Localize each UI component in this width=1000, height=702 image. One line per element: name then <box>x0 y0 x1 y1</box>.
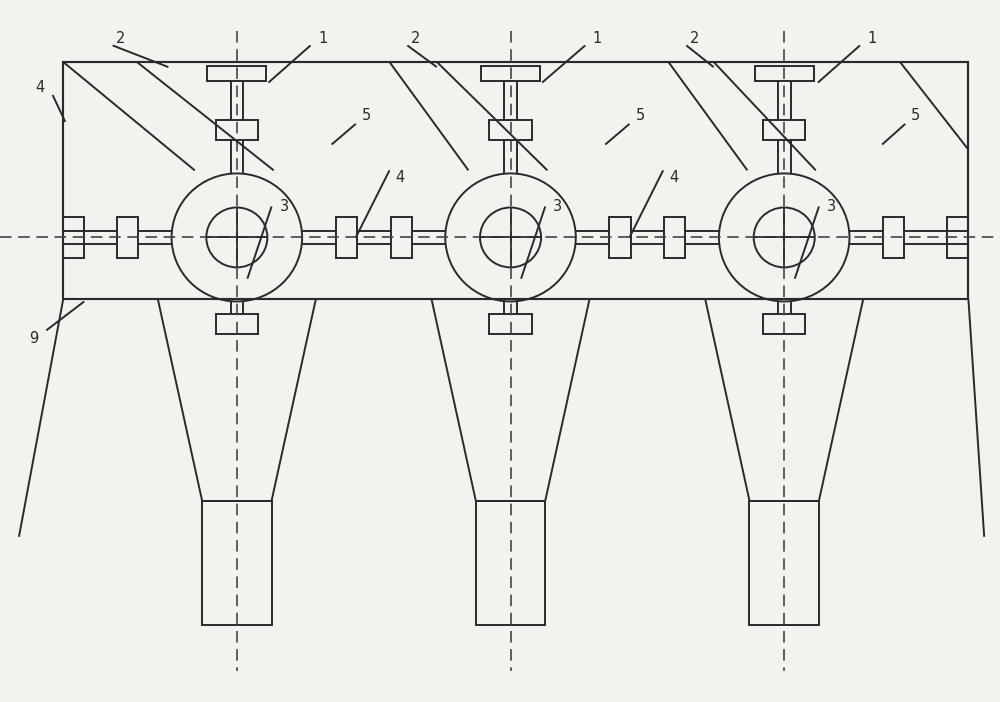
Text: 1: 1 <box>592 31 601 46</box>
Bar <box>489 314 532 334</box>
Bar <box>749 501 819 625</box>
Text: 4: 4 <box>35 80 45 95</box>
Bar <box>63 217 84 258</box>
Bar <box>755 66 814 81</box>
Bar <box>763 314 805 334</box>
Text: 3: 3 <box>280 199 289 214</box>
Bar <box>947 217 968 258</box>
Text: 4: 4 <box>395 170 405 185</box>
Text: 9: 9 <box>29 331 38 346</box>
Text: 2: 2 <box>116 31 126 46</box>
Text: 3: 3 <box>553 199 562 214</box>
Bar <box>336 217 357 258</box>
Bar <box>216 120 258 140</box>
Bar <box>763 120 805 140</box>
Bar <box>476 501 545 625</box>
Bar <box>207 66 266 81</box>
Bar <box>63 62 968 299</box>
Bar <box>202 501 272 625</box>
Bar <box>489 120 532 140</box>
Bar <box>609 217 631 258</box>
Bar <box>391 217 412 258</box>
Text: 5: 5 <box>362 108 371 123</box>
Bar <box>883 217 904 258</box>
Text: 5: 5 <box>635 108 645 123</box>
Text: 1: 1 <box>319 31 328 46</box>
Bar <box>117 217 138 258</box>
Text: 2: 2 <box>690 31 699 46</box>
Bar <box>664 217 685 258</box>
Text: 3: 3 <box>827 199 836 214</box>
Text: 5: 5 <box>911 108 920 123</box>
Bar <box>216 314 258 334</box>
Text: 1: 1 <box>867 31 876 46</box>
Bar <box>481 66 540 81</box>
Text: 2: 2 <box>411 31 420 46</box>
Text: 4: 4 <box>669 170 678 185</box>
